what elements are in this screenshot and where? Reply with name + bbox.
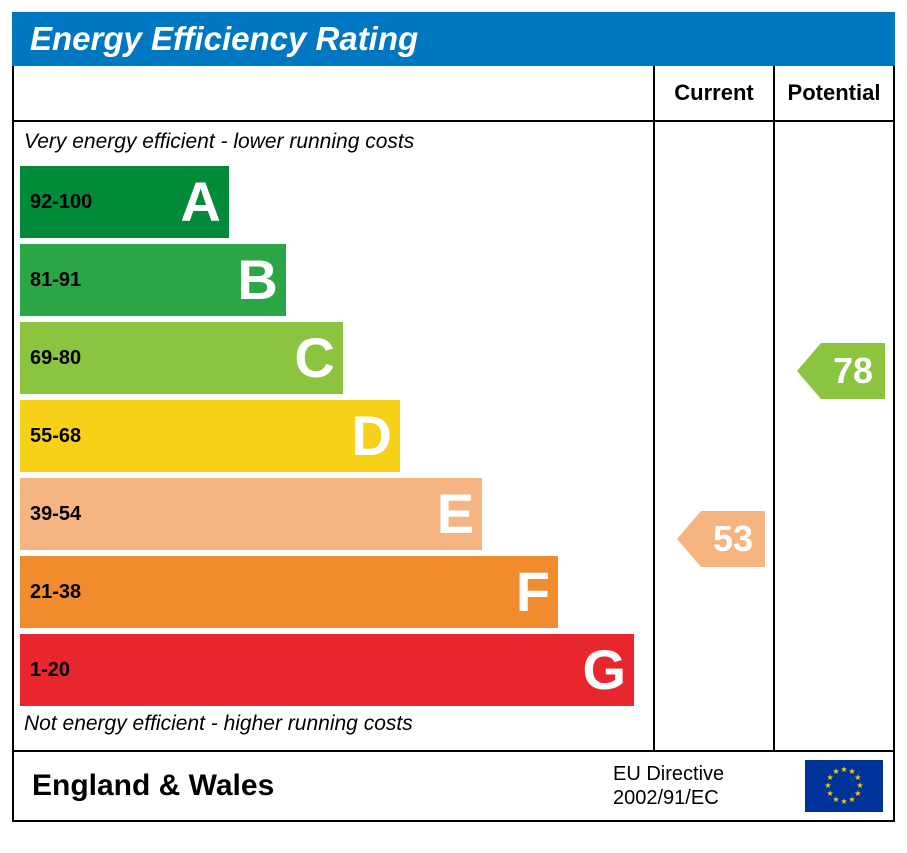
header-potential: Potential: [773, 66, 893, 120]
band-letter-g: G: [582, 642, 626, 698]
eu-star-icon: ★: [840, 797, 847, 807]
rating-bar-a: 92-100 A: [20, 166, 229, 238]
bottom-efficiency-label: Not energy efficient - higher running co…: [20, 712, 653, 742]
bands-container: 92-100 A 81-91 B 69-80 C 55-68 D 39-54 E 21-38 F 1-2…: [20, 166, 653, 706]
current-pointer: 53: [677, 511, 765, 567]
potential-column: 78: [773, 122, 893, 750]
rating-bar-f: 21-38 F: [20, 556, 558, 628]
band-range-c: 69-80: [30, 347, 81, 370]
top-efficiency-label: Very energy efficient - lower running co…: [20, 130, 653, 160]
band-range-b: 81-91: [30, 269, 81, 292]
rating-bar-d: 55-68 D: [20, 400, 400, 472]
potential-pointer-value: 78: [821, 343, 885, 399]
band-range-g: 1-20: [30, 659, 70, 682]
eu-star-icon: ★: [848, 795, 855, 805]
eu-directive-line2: 2002/91/EC: [613, 786, 724, 810]
eu-directive-line1: EU Directive: [613, 762, 724, 786]
footer-right: EU Directive 2002/91/EC ★★★★★★★★★★★★: [603, 752, 893, 820]
band-letter-f: F: [516, 564, 550, 620]
footer-row: England & Wales EU Directive 2002/91/EC …: [14, 750, 893, 820]
rating-band-f: 21-38 F: [20, 556, 653, 628]
potential-pointer: 78: [797, 343, 885, 399]
rating-bar-g: 1-20 G: [20, 634, 634, 706]
current-column: 53: [653, 122, 773, 750]
band-letter-a: A: [180, 174, 220, 230]
eu-star-icon: ★: [840, 765, 847, 775]
band-letter-d: D: [351, 408, 391, 464]
band-letter-b: B: [237, 252, 277, 308]
header-current: Current: [653, 66, 773, 120]
current-pointer-value: 53: [701, 511, 765, 567]
rating-band-b: 81-91 B: [20, 244, 653, 316]
rating-band-d: 55-68 D: [20, 400, 653, 472]
band-range-a: 92-100: [30, 191, 92, 214]
footer-region: England & Wales: [14, 755, 603, 817]
eu-flag-icon: ★★★★★★★★★★★★: [805, 760, 883, 812]
rating-band-c: 69-80 C: [20, 322, 653, 394]
band-range-e: 39-54: [30, 503, 81, 526]
bars-area: Very energy efficient - lower running co…: [14, 122, 653, 750]
epc-chart: Energy Efficiency Rating Current Potenti…: [12, 12, 895, 822]
rating-band-g: 1-20 G: [20, 634, 653, 706]
header-spacer: [14, 66, 653, 120]
eu-directive-text: EU Directive 2002/91/EC: [613, 762, 724, 810]
rating-band-e: 39-54 E: [20, 478, 653, 550]
header-row: Current Potential: [14, 66, 893, 122]
band-letter-c: C: [294, 330, 334, 386]
rating-bar-e: 39-54 E: [20, 478, 482, 550]
rating-band-a: 92-100 A: [20, 166, 653, 238]
rating-bar-c: 69-80 C: [20, 322, 343, 394]
rating-bar-b: 81-91 B: [20, 244, 286, 316]
band-letter-e: E: [437, 486, 474, 542]
band-range-f: 21-38: [30, 581, 81, 604]
chart-body: Current Potential Very energy efficient …: [12, 66, 895, 822]
body-row: Very energy efficient - lower running co…: [14, 122, 893, 750]
band-range-d: 55-68: [30, 425, 81, 448]
eu-star-icon: ★: [832, 767, 839, 777]
potential-pointer-arrow-icon: [797, 343, 821, 399]
current-pointer-arrow-icon: [677, 511, 701, 567]
chart-title: Energy Efficiency Rating: [12, 12, 895, 66]
